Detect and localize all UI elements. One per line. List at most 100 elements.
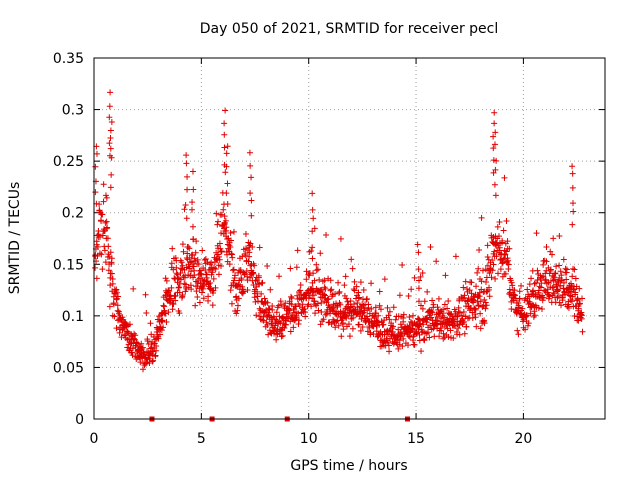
data-point-plus [303,276,310,283]
y-tick-label: 0.1 [62,309,84,325]
data-point-plus [277,327,284,334]
data-point-plus [484,254,491,261]
data-point-plus [420,336,427,343]
data-point-plus [436,333,443,340]
data-point-plus [230,266,237,273]
data-point-plus [357,327,364,334]
data-point-plus [224,180,231,187]
data-point-plus [460,284,467,291]
data-point-plus [355,321,362,328]
data-point-plus [184,250,191,257]
data-point-plus [468,279,475,286]
data-point-plus [322,285,329,292]
data-point-plus [416,322,423,329]
data-point-plus [181,206,188,213]
data-point-plus [435,295,442,302]
data-point-plus [386,348,393,355]
data-point-plus [218,248,225,255]
data-point-plus [515,299,522,306]
data-point-plus [560,279,567,286]
data-point-plus [297,281,304,288]
data-point-plus [311,277,318,284]
data-point-plus [227,230,234,237]
data-point-plus [311,225,318,232]
data-point-plus [414,241,421,248]
data-point-plus [104,235,111,242]
data-point-plus [188,286,195,293]
data-point-plus [159,318,166,325]
data-point-plus [497,266,504,273]
data-point-plus [169,245,176,252]
data-point-plus [549,251,556,258]
data-point-plus [330,316,337,323]
data-point-plus [332,290,339,297]
data-point-plus [317,250,324,257]
data-point-plus [541,287,548,294]
data-point-plus [253,312,260,319]
x-tick-label: 5 [197,431,206,447]
data-point-plus [107,145,114,152]
data-point-plus [98,251,105,258]
data-point-plus [230,277,237,284]
data-point-plus [571,266,578,273]
data-point-plus [340,308,347,315]
data-point-plus [386,316,393,323]
data-point-plus [344,298,351,305]
data-point-plus [278,333,285,340]
chart-title: Day 050 of 2021, SRMTID for receiver pec… [200,21,499,37]
data-point-plus [174,274,181,281]
data-point-plus [140,366,147,373]
data-point-plus [509,282,516,289]
data-point-plus [349,265,356,272]
data-point-plus [347,298,354,305]
data-point-plus [98,218,105,225]
data-point-plus [359,324,366,331]
data-point-plus [551,270,558,277]
data-point-plus [252,298,259,305]
data-point-plus [332,324,339,331]
data-point-plus [531,312,538,319]
data-point-plus [430,301,437,308]
data-point-plus [429,309,436,316]
data-point-plus [167,295,174,302]
data-point-plus [188,206,195,213]
data-point-plus [395,345,402,352]
data-point-plus [130,336,137,343]
data-point-plus [384,339,391,346]
data-point-plus [182,288,189,295]
data-point-plus [385,342,392,349]
data-point-plus [556,262,563,269]
data-point-plus [168,260,175,267]
data-point-plus [294,247,301,254]
data-point-plus [215,271,222,278]
data-point-plus [578,312,585,319]
data-point-plus [428,314,435,321]
data-point-plus [152,352,159,359]
data-point-plus [400,318,407,325]
data-point-plus [209,302,216,309]
data-point-plus [213,210,220,217]
data-point-plus [386,308,393,315]
data-point-plus [325,295,332,302]
data-point-plus [410,333,417,340]
data-point-plus [557,282,564,289]
data-point-plus [126,321,133,328]
data-point-plus [367,331,374,338]
data-point-plus [113,325,120,332]
data-point-plus [415,285,422,292]
data-point-plus [149,351,156,358]
data-point-plus [108,270,115,277]
data-point-plus [377,306,384,313]
data-point-plus [264,263,271,270]
data-point-plus [177,257,184,264]
data-point-plus [99,232,106,239]
data-point-plus [166,288,173,295]
data-point-plus [270,313,277,320]
data-point-plus [247,162,254,169]
data-point-plus [386,327,393,334]
data-point-plus [575,317,582,324]
data-point-plus [263,319,270,326]
data-point-plus [144,337,151,344]
data-point-plus [189,168,196,175]
data-point-plus [282,321,289,328]
